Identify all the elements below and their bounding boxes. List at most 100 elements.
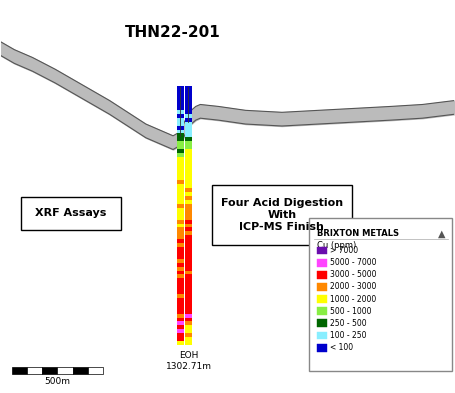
Bar bbox=[177, 337, 184, 342]
Bar bbox=[177, 138, 184, 141]
Bar bbox=[185, 90, 192, 95]
Bar bbox=[185, 118, 192, 122]
Bar bbox=[177, 235, 184, 240]
Text: XRF Assays: XRF Assays bbox=[35, 208, 106, 218]
Bar bbox=[177, 212, 184, 216]
Bar bbox=[177, 298, 184, 302]
Bar bbox=[185, 204, 192, 208]
Bar bbox=[177, 149, 184, 153]
Bar bbox=[177, 118, 184, 122]
Bar bbox=[177, 98, 184, 103]
Text: 500m: 500m bbox=[45, 377, 71, 386]
Text: Cu (ppm): Cu (ppm) bbox=[317, 241, 356, 250]
Bar bbox=[185, 325, 192, 330]
Bar bbox=[177, 255, 184, 259]
Bar bbox=[185, 196, 192, 200]
Bar bbox=[185, 208, 192, 212]
Bar bbox=[177, 204, 184, 208]
Bar bbox=[185, 216, 192, 220]
FancyBboxPatch shape bbox=[212, 185, 352, 246]
Bar bbox=[185, 228, 192, 232]
Text: ▲: ▲ bbox=[438, 229, 445, 239]
Bar bbox=[177, 114, 184, 118]
Bar bbox=[185, 212, 192, 216]
Text: 100 - 250: 100 - 250 bbox=[330, 331, 367, 340]
Text: 3000 - 5000: 3000 - 5000 bbox=[330, 270, 377, 279]
Text: > 7000: > 7000 bbox=[330, 246, 359, 255]
Bar bbox=[177, 184, 184, 189]
Bar bbox=[185, 165, 192, 169]
Bar bbox=[177, 110, 184, 114]
Bar bbox=[185, 278, 192, 283]
Text: THN22-201: THN22-201 bbox=[125, 24, 221, 40]
Bar bbox=[177, 302, 184, 306]
Bar bbox=[177, 270, 184, 275]
Bar bbox=[177, 200, 184, 204]
Bar bbox=[177, 90, 184, 95]
Bar bbox=[185, 235, 192, 240]
Text: 500 - 1000: 500 - 1000 bbox=[330, 307, 372, 316]
Bar bbox=[185, 294, 192, 298]
Bar bbox=[185, 94, 192, 99]
Bar bbox=[177, 306, 184, 310]
Bar bbox=[177, 325, 184, 330]
Bar bbox=[177, 310, 184, 314]
Bar bbox=[185, 341, 192, 345]
Bar bbox=[185, 114, 192, 118]
Bar bbox=[185, 98, 192, 103]
Bar bbox=[177, 224, 184, 228]
Bar bbox=[177, 231, 184, 236]
Bar bbox=[177, 274, 184, 279]
Bar bbox=[177, 216, 184, 220]
Bar bbox=[177, 208, 184, 212]
Bar bbox=[185, 180, 192, 185]
Bar bbox=[177, 126, 184, 130]
Bar bbox=[317, 247, 327, 254]
Bar bbox=[88, 367, 103, 373]
Bar bbox=[317, 283, 327, 291]
Bar bbox=[185, 302, 192, 306]
Bar bbox=[177, 134, 184, 138]
Bar bbox=[185, 282, 192, 286]
Bar bbox=[317, 332, 327, 340]
Bar bbox=[185, 321, 192, 326]
Bar bbox=[185, 200, 192, 204]
Bar bbox=[185, 220, 192, 224]
Bar bbox=[177, 251, 184, 255]
Bar bbox=[185, 176, 192, 181]
Bar bbox=[57, 367, 72, 373]
Bar bbox=[177, 141, 184, 145]
Bar bbox=[185, 192, 192, 196]
Text: BRIXTON METALS: BRIXTON METALS bbox=[317, 229, 399, 238]
Bar bbox=[177, 165, 184, 169]
Bar bbox=[185, 153, 192, 157]
Text: EOH
1302.71m: EOH 1302.71m bbox=[166, 351, 212, 371]
Bar bbox=[317, 344, 327, 352]
Bar bbox=[185, 298, 192, 302]
Bar bbox=[177, 278, 184, 283]
Bar bbox=[185, 102, 192, 107]
Bar bbox=[185, 141, 192, 145]
Bar bbox=[177, 106, 184, 110]
Bar bbox=[185, 239, 192, 244]
Bar bbox=[185, 263, 192, 267]
Bar bbox=[177, 180, 184, 185]
Bar bbox=[177, 247, 184, 252]
Bar bbox=[177, 266, 184, 271]
Bar bbox=[185, 145, 192, 149]
Bar bbox=[177, 239, 184, 244]
FancyBboxPatch shape bbox=[21, 196, 121, 230]
Bar bbox=[177, 86, 184, 91]
Bar bbox=[42, 367, 57, 373]
Bar bbox=[177, 314, 184, 318]
Bar bbox=[185, 86, 192, 91]
Bar bbox=[185, 255, 192, 259]
Bar bbox=[177, 228, 184, 232]
Bar bbox=[185, 110, 192, 114]
Text: Four Acid Digestion
With
ICP-MS Finish: Four Acid Digestion With ICP-MS Finish bbox=[221, 198, 343, 231]
Bar bbox=[185, 333, 192, 338]
Bar bbox=[185, 286, 192, 290]
Bar bbox=[185, 188, 192, 193]
Bar bbox=[317, 295, 327, 303]
Bar bbox=[185, 126, 192, 130]
